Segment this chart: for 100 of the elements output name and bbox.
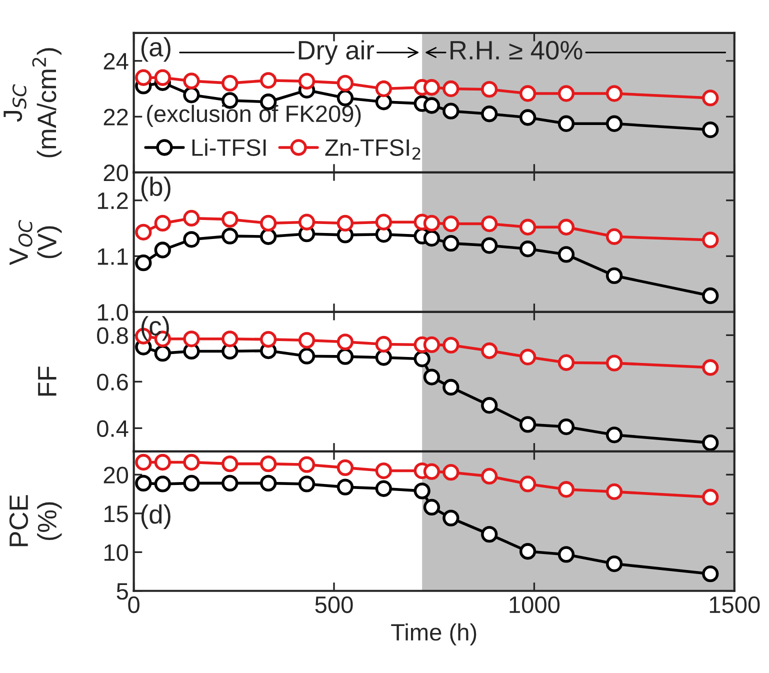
point <box>135 69 152 86</box>
point <box>606 85 623 102</box>
point <box>154 242 171 258</box>
x-axis-title: Time (h) <box>391 623 476 646</box>
y-tick-label: 20 <box>104 466 128 484</box>
point <box>519 240 536 258</box>
point <box>423 336 440 354</box>
point <box>702 434 719 452</box>
point <box>298 476 316 492</box>
point <box>423 463 440 480</box>
point <box>606 228 623 245</box>
annotation: Dry air <box>298 40 374 65</box>
point <box>135 224 152 240</box>
point <box>414 350 430 368</box>
point <box>519 416 536 433</box>
point <box>702 90 719 106</box>
y-tick-label: 1.0 <box>98 304 128 321</box>
point <box>481 237 498 254</box>
point <box>481 106 498 122</box>
y-tick-label: 5 <box>116 583 128 600</box>
point <box>481 468 498 485</box>
point <box>298 72 316 90</box>
y-tick-label: 0.6 <box>97 374 128 390</box>
point <box>702 287 719 304</box>
point <box>519 109 536 126</box>
y-tick-label: 22 <box>104 108 128 126</box>
point <box>336 348 354 365</box>
point <box>481 397 498 414</box>
point <box>558 546 575 563</box>
point <box>135 254 152 272</box>
point <box>558 115 575 132</box>
y-tick-label: 10 <box>104 544 128 561</box>
x-tick-label: 1500 <box>710 596 760 614</box>
legend-label: Li-TFSI <box>192 138 266 156</box>
point <box>442 464 460 481</box>
annotation: R.H. ≥ 40% <box>450 40 582 60</box>
point <box>222 474 238 492</box>
point <box>702 121 719 138</box>
point <box>336 478 354 496</box>
y-tick-label: 20 <box>104 164 128 182</box>
annotation: (a) <box>141 37 170 62</box>
point <box>260 72 277 89</box>
point <box>558 481 575 498</box>
point <box>423 498 440 516</box>
point <box>702 488 719 506</box>
point <box>298 456 316 473</box>
y-axis-title: J$_{SC}$ (mA/cm$^{2}$) <box>4 48 62 158</box>
point <box>336 74 354 92</box>
point <box>442 378 460 396</box>
y-axis-title: FF <box>38 366 56 396</box>
point <box>606 115 623 132</box>
point <box>298 348 316 364</box>
point <box>519 85 536 102</box>
y-axis-title: V$_{OC}$ (V) <box>10 220 62 266</box>
point <box>260 331 277 348</box>
point <box>183 454 200 471</box>
y-tick-label: 0.4 <box>97 420 128 437</box>
point <box>260 474 277 492</box>
point <box>442 234 460 252</box>
point <box>481 526 498 543</box>
point <box>154 454 171 471</box>
point <box>606 426 623 444</box>
point <box>702 566 719 582</box>
point <box>606 483 623 500</box>
point <box>558 418 575 436</box>
point <box>423 97 440 114</box>
point <box>481 215 498 232</box>
legend-title: (exclusion of FK209) <box>147 104 361 127</box>
point <box>414 482 430 500</box>
y-tick-label: 1.2 <box>98 192 128 209</box>
x-tick-label: 500 <box>315 596 353 614</box>
point <box>222 330 238 348</box>
point <box>183 231 200 248</box>
point <box>519 476 536 492</box>
point <box>702 232 719 248</box>
point <box>336 214 354 232</box>
x-tick-label: 0 <box>128 596 140 614</box>
point <box>606 555 623 572</box>
point <box>423 368 440 386</box>
point <box>183 330 200 348</box>
point <box>375 336 392 353</box>
point <box>222 210 238 228</box>
point <box>702 359 719 376</box>
y-tick-label: 24 <box>104 52 128 70</box>
point <box>423 214 440 232</box>
point <box>558 354 575 371</box>
point <box>442 102 460 120</box>
point <box>154 476 171 492</box>
y-tick-label: 15 <box>104 506 128 522</box>
point <box>154 344 171 362</box>
point <box>519 543 536 560</box>
point <box>558 218 575 236</box>
point <box>606 354 623 372</box>
point <box>154 69 171 86</box>
point <box>558 85 575 102</box>
point <box>423 230 440 247</box>
point <box>375 349 392 366</box>
point <box>375 462 392 480</box>
y-axis-title: PCE (%) <box>9 495 62 546</box>
point <box>375 214 392 230</box>
